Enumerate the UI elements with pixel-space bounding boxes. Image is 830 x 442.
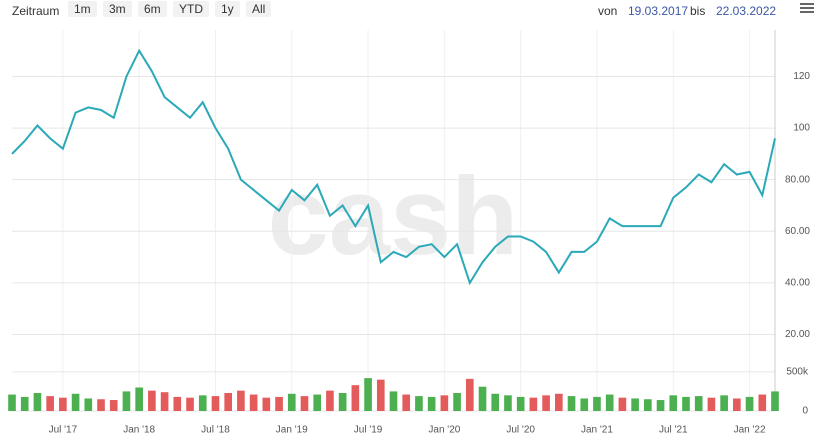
volume-bar xyxy=(71,393,80,411)
range-button[interactable]: 1y xyxy=(215,1,240,17)
y-tick-label: 120 xyxy=(793,71,810,82)
range-button[interactable]: All xyxy=(246,1,272,17)
volume-bar xyxy=(682,396,690,411)
volume-bar xyxy=(338,392,347,411)
volume-bar xyxy=(351,385,360,411)
volume-bar xyxy=(109,400,118,411)
x-tick-label: Jan '21 xyxy=(581,425,613,436)
volume-bar xyxy=(249,394,258,411)
range-button[interactable]: 6m xyxy=(138,1,167,17)
x-tick-label: Jul '17 xyxy=(49,425,78,436)
x-tick-label: Jan '19 xyxy=(276,425,308,436)
volume-bar xyxy=(656,400,665,411)
x-tick-label: Jul '20 xyxy=(506,425,535,436)
volume-bar xyxy=(186,397,194,411)
volume-bar xyxy=(605,394,614,411)
y-tick-label: 40.00 xyxy=(785,278,810,289)
volume-bar xyxy=(33,392,42,411)
volume-bar xyxy=(237,390,245,411)
volume-bar xyxy=(453,392,461,411)
volume-bar xyxy=(758,394,767,411)
volume-bar xyxy=(262,397,271,411)
volume-bar xyxy=(465,378,474,411)
to-date[interactable]: 22.03.2022 xyxy=(716,4,777,18)
volume-bar xyxy=(173,396,182,411)
from-label: von xyxy=(598,4,618,18)
y-tick-label: 80.00 xyxy=(785,174,810,185)
volume-bar xyxy=(402,394,411,411)
x-tick-label: Jan '22 xyxy=(734,425,766,436)
volume-bar xyxy=(491,393,500,411)
x-tick-label: Jan '18 xyxy=(123,425,155,436)
watermark: cash xyxy=(268,155,519,278)
volume-bar xyxy=(313,394,322,411)
menu-icon xyxy=(800,3,814,13)
volume-bar xyxy=(567,396,576,411)
volume-bar xyxy=(415,396,423,411)
range-button[interactable]: 1m xyxy=(68,1,97,17)
y2-tick-label: 0 xyxy=(802,406,808,417)
volume-bar xyxy=(618,397,627,411)
volume-bar xyxy=(300,396,309,411)
volume-bar xyxy=(694,396,703,411)
from-date[interactable]: 19.03.2017 xyxy=(628,4,689,18)
volume-bar xyxy=(555,393,563,411)
volume-bar xyxy=(440,395,449,411)
volume-bar xyxy=(733,398,741,411)
volume-bar xyxy=(122,391,131,411)
volume-bar xyxy=(20,396,29,411)
volume-bar xyxy=(97,399,105,411)
volume-bar xyxy=(275,396,283,411)
volume-bar xyxy=(364,378,372,411)
price-line xyxy=(11,48,776,286)
toolbar: Zeitraum 1m 3m 6m YTD 1y All von 19.03.2017 b… xyxy=(0,0,830,22)
volume-bar xyxy=(389,391,398,411)
volume-bar xyxy=(720,395,728,411)
y-tick-label: 100 xyxy=(793,123,810,134)
range-label: Zeitraum xyxy=(12,4,60,18)
volume-bar xyxy=(478,386,487,411)
x-tick-label: Jul '19 xyxy=(354,425,383,436)
volume-bar xyxy=(211,396,220,411)
volume-bar xyxy=(160,392,169,411)
volume-bar xyxy=(593,396,601,411)
volume-bar xyxy=(198,395,207,411)
to-label: bis xyxy=(690,4,706,18)
volume-bar xyxy=(771,391,779,411)
volume-bar xyxy=(707,397,716,411)
volume-bar xyxy=(135,387,143,411)
volume-bar xyxy=(46,396,54,411)
volume-bar xyxy=(287,393,296,411)
volume-bar xyxy=(84,398,93,411)
x-tick-label: Jul '21 xyxy=(659,425,688,436)
y2-tick-label: 500k xyxy=(786,366,809,377)
volume-bar xyxy=(745,396,754,411)
volume-bar xyxy=(580,398,589,411)
volume-bar xyxy=(669,395,678,411)
y-tick-label: 20.00 xyxy=(785,329,810,340)
volume-bar xyxy=(59,397,67,411)
volume-bar xyxy=(376,379,385,411)
volume-bar xyxy=(148,390,156,411)
volume-bar xyxy=(542,395,550,411)
volume-bar xyxy=(224,392,232,411)
volume-bar xyxy=(427,396,436,411)
volume-bar xyxy=(529,397,538,411)
range-button[interactable]: 3m xyxy=(103,1,132,17)
x-tick-label: Jul '18 xyxy=(201,425,230,436)
range-button[interactable]: YTD xyxy=(173,1,209,17)
volume-bar xyxy=(516,396,525,411)
x-tick-label: Jan '20 xyxy=(428,425,460,436)
menu-button[interactable] xyxy=(800,2,814,17)
volume-bar xyxy=(504,395,512,411)
volume-bar xyxy=(8,394,16,411)
volume-bar xyxy=(326,390,334,411)
volume-bar xyxy=(644,399,652,411)
volume-bar xyxy=(631,398,639,411)
y-tick-label: 60.00 xyxy=(785,226,810,237)
